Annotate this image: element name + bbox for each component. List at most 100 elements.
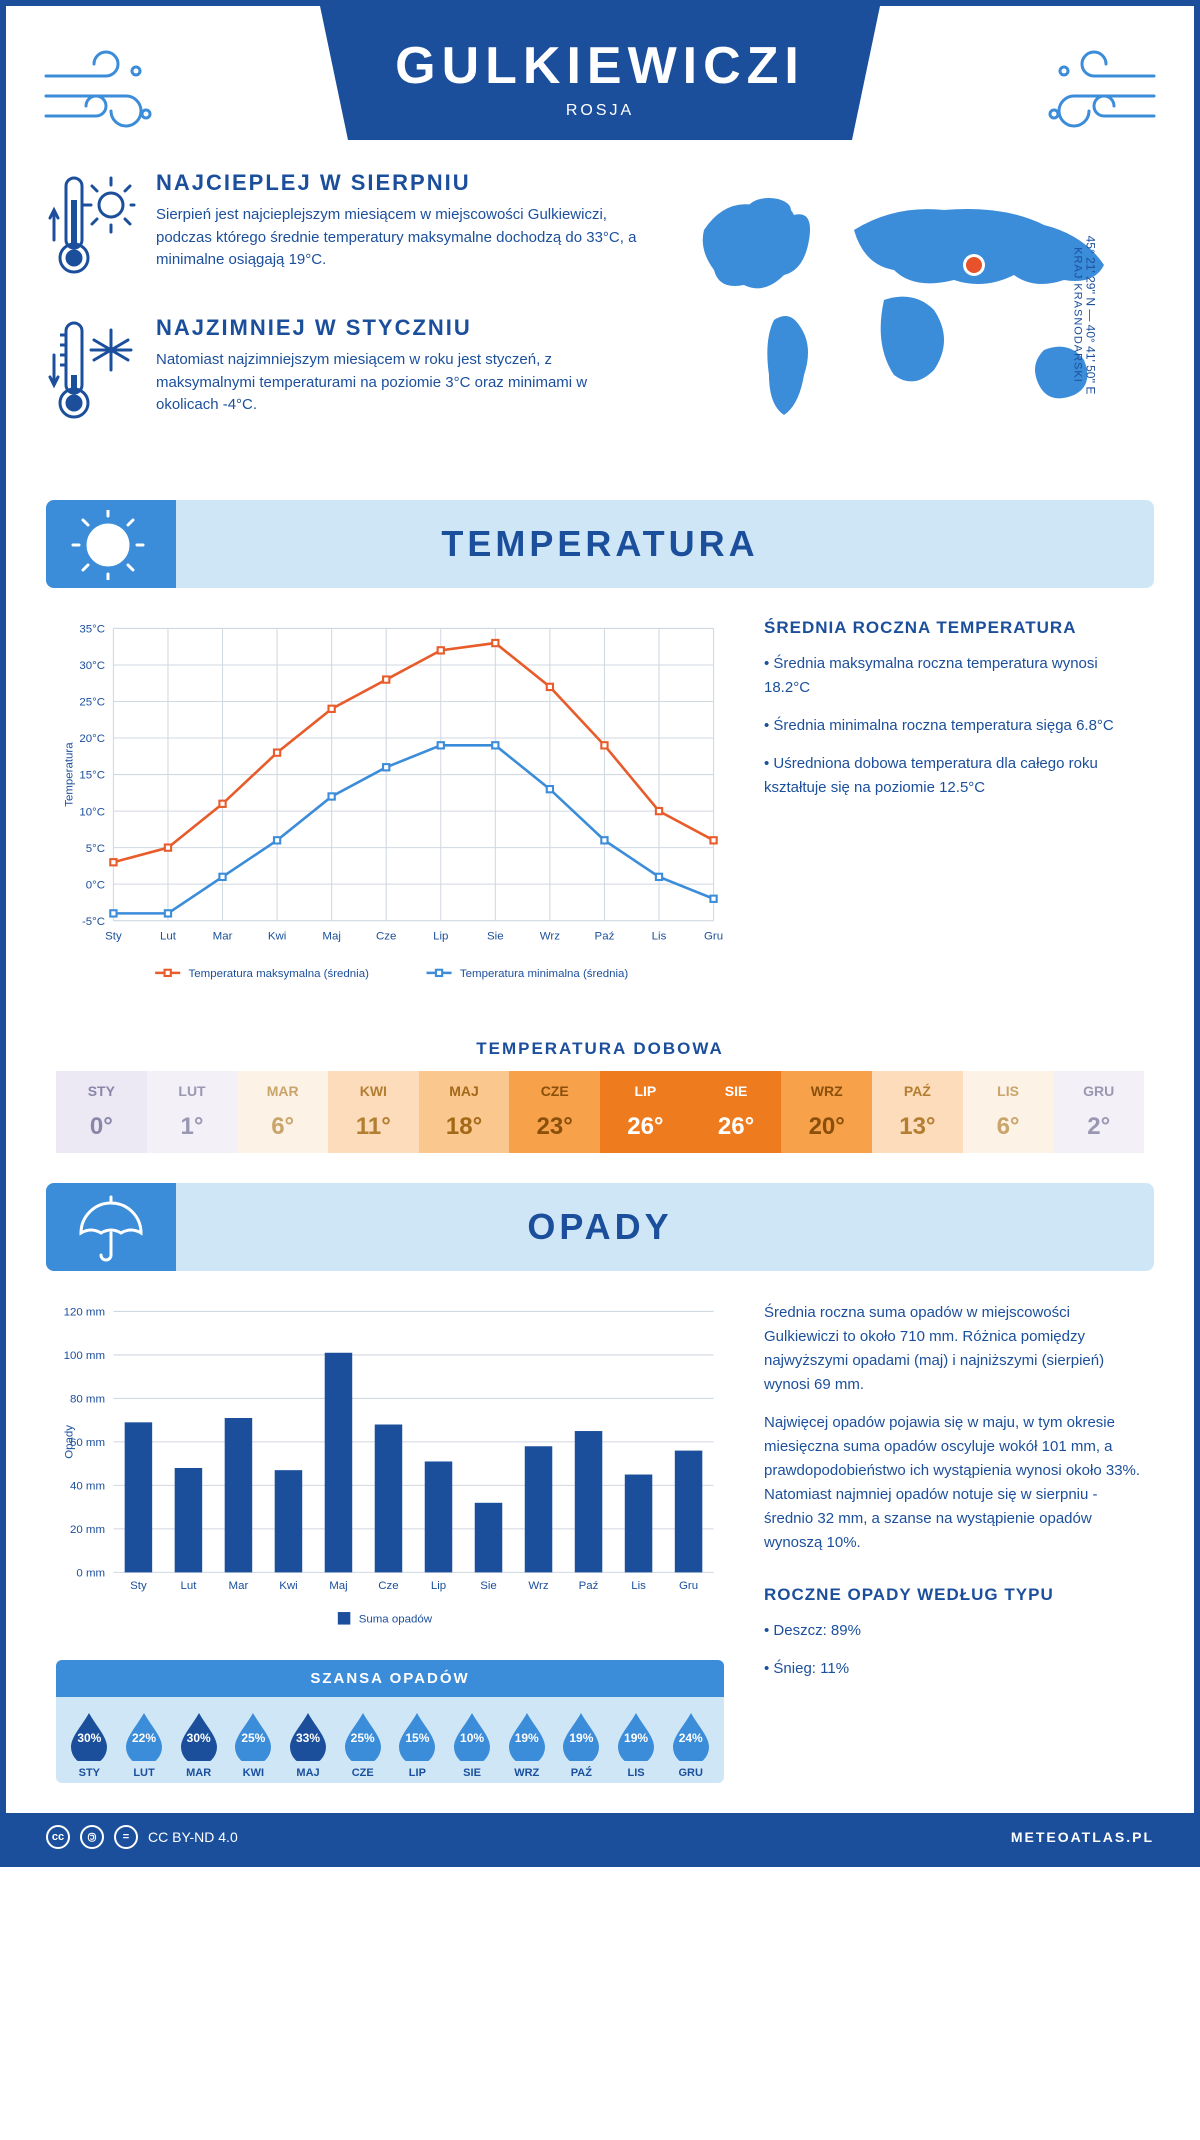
wind-decoration-left — [36, 46, 176, 146]
svg-text:20°C: 20°C — [79, 733, 105, 745]
precip-summary: Średnia roczna suma opadów w miejscowośc… — [764, 1301, 1144, 1783]
coordinates: 45° 21' 29'' N — 40° 41' 50'' E KRAJ KRA… — [1072, 236, 1098, 395]
temp-daily-cell: WRZ20° — [781, 1071, 872, 1153]
svg-text:Cze: Cze — [376, 930, 396, 942]
intro-left: NAJCIEPLEJ W SIERPNIU Sierpień jest najc… — [46, 170, 644, 460]
svg-text:Maj: Maj — [322, 930, 340, 942]
bytype-b1: • Deszcz: 89% — [764, 1619, 1144, 1643]
temp-daily-cell: MAJ18° — [419, 1071, 510, 1153]
temp-summary-b3: • Uśredniona dobowa temperatura dla całe… — [764, 752, 1144, 800]
chance-cell: 19%LIS — [609, 1711, 664, 1779]
temp-daily-cell: CZE23° — [509, 1071, 600, 1153]
temp-daily-cell: SIE26° — [691, 1071, 782, 1153]
temp-summary-b1: • Średnia maksymalna roczna temperatura … — [764, 652, 1144, 700]
svg-text:Sie: Sie — [487, 930, 504, 942]
nd-icon: = — [114, 1825, 138, 1849]
svg-text:Kwi: Kwi — [279, 1580, 297, 1592]
cold-title: NAJZIMNIEJ W STYCZNIU — [156, 315, 644, 341]
svg-text:Lut: Lut — [160, 930, 177, 942]
thermometer-cold-icon — [46, 315, 136, 430]
country-name: ROSJA — [320, 102, 880, 120]
svg-text:Temperatura maksymalna (średni: Temperatura maksymalna (średnia) — [189, 968, 370, 980]
license-text: CC BY-ND 4.0 — [148, 1829, 238, 1845]
hot-title: NAJCIEPLEJ W SIERPNIU — [156, 170, 644, 196]
temp-daily-cell: GRU2° — [1053, 1071, 1144, 1153]
hot-block: NAJCIEPLEJ W SIERPNIU Sierpień jest najc… — [46, 170, 644, 285]
chance-cell: 10%SIE — [445, 1711, 500, 1779]
bytype-b2: • Śnieg: 11% — [764, 1657, 1144, 1681]
chance-cell: 24%GRU — [663, 1711, 718, 1779]
svg-text:25°C: 25°C — [79, 697, 105, 709]
chance-heading: SZANSA OPADÓW — [56, 1660, 724, 1697]
svg-text:0 mm: 0 mm — [76, 1567, 105, 1579]
svg-text:Cze: Cze — [378, 1580, 398, 1592]
chance-cell: 30%MAR — [171, 1711, 226, 1779]
precip-section-title: OPADY — [527, 1206, 672, 1248]
temp-daily-row: STY0°LUT1°MAR6°KWI11°MAJ18°CZE23°LIP26°S… — [56, 1071, 1144, 1153]
temp-body: -5°C0°C5°C10°C15°C20°C25°C30°C35°CStyLut… — [6, 588, 1194, 1029]
svg-text:100 mm: 100 mm — [64, 1350, 105, 1362]
svg-text:Gru: Gru — [704, 930, 723, 942]
page: GULKIEWICZI ROSJA NAJCIEPLEJ W SIERPNIU … — [0, 0, 1200, 1867]
svg-text:Paź: Paź — [579, 1580, 599, 1592]
svg-text:Sty: Sty — [130, 1580, 147, 1592]
svg-text:-5°C: -5°C — [82, 916, 105, 928]
hot-desc: Sierpień jest najcieplejszym miesiącem w… — [156, 204, 644, 272]
svg-text:35°C: 35°C — [79, 624, 105, 636]
precip-left: 0 mm20 mm40 mm60 mm80 mm100 mm120 mmStyL… — [56, 1301, 724, 1783]
svg-text:80 mm: 80 mm — [70, 1393, 105, 1405]
chance-cell: 15%LIP — [390, 1711, 445, 1779]
svg-text:Sie: Sie — [480, 1580, 497, 1592]
cold-text: NAJZIMNIEJ W STYCZNIU Natomiast najzimni… — [156, 315, 644, 430]
temp-chart: -5°C0°C5°C10°C15°C20°C25°C30°C35°CStyLut… — [56, 618, 724, 999]
svg-text:Opady: Opady — [64, 1424, 76, 1458]
svg-text:Wrz: Wrz — [540, 930, 560, 942]
hot-text: NAJCIEPLEJ W SIERPNIU Sierpień jest najc… — [156, 170, 644, 285]
svg-text:Lis: Lis — [631, 1580, 646, 1592]
wind-decoration-right — [1024, 46, 1164, 146]
precip-p2: Najwięcej opadów pojawia się w maju, w t… — [764, 1411, 1144, 1555]
temp-daily-cell: MAR6° — [237, 1071, 328, 1153]
precip-section-header: OPADY — [46, 1183, 1154, 1271]
title-banner: GULKIEWICZI ROSJA — [320, 6, 880, 140]
svg-text:Sty: Sty — [105, 930, 122, 942]
svg-text:Mar: Mar — [229, 1580, 249, 1592]
temp-section-title: TEMPERATURA — [441, 523, 758, 565]
svg-text:Lis: Lis — [652, 930, 667, 942]
svg-text:Wrz: Wrz — [528, 1580, 548, 1592]
svg-text:Lut: Lut — [180, 1580, 197, 1592]
chance-cell: 19%PAŹ — [554, 1711, 609, 1779]
temp-daily-cell: PAŹ13° — [872, 1071, 963, 1153]
svg-text:5°C: 5°C — [86, 843, 105, 855]
bytype-heading: ROCZNE OPADY WEDŁUG TYPU — [764, 1585, 1144, 1605]
temp-daily-cell: LIP26° — [600, 1071, 691, 1153]
svg-text:10°C: 10°C — [79, 806, 105, 818]
temp-summary-heading: ŚREDNIA ROCZNA TEMPERATURA — [764, 618, 1144, 638]
svg-text:Gru: Gru — [679, 1580, 698, 1592]
svg-text:120 mm: 120 mm — [64, 1306, 105, 1318]
chance-block: SZANSA OPADÓW 30%STY22%LUT30%MAR25%KWI33… — [56, 1660, 724, 1783]
temp-daily-heading: TEMPERATURA DOBOWA — [56, 1039, 1144, 1059]
svg-text:20 mm: 20 mm — [70, 1524, 105, 1536]
temp-daily: TEMPERATURA DOBOWA STY0°LUT1°MAR6°KWI11°… — [56, 1039, 1144, 1153]
svg-text:Kwi: Kwi — [268, 930, 286, 942]
header: GULKIEWICZI ROSJA — [6, 6, 1194, 140]
svg-text:Temperatura minimalna (średnia: Temperatura minimalna (średnia) — [460, 968, 628, 980]
chance-cell: 33%MAJ — [281, 1711, 336, 1779]
precip-chart: 0 mm20 mm40 mm60 mm80 mm100 mm120 mmStyL… — [56, 1301, 724, 1635]
temp-summary-b2: • Średnia minimalna roczna temperatura s… — [764, 714, 1144, 738]
svg-text:Temperatura: Temperatura — [64, 742, 76, 807]
temp-daily-cell: STY0° — [56, 1071, 147, 1153]
svg-text:Paź: Paź — [595, 930, 615, 942]
coords-value: 45° 21' 29'' N — 40° 41' 50'' E — [1084, 236, 1098, 395]
cold-desc: Natomiast najzimniejszym miesiącem w rok… — [156, 349, 644, 417]
svg-text:Maj: Maj — [329, 1580, 347, 1592]
precip-p1: Średnia roczna suma opadów w miejscowośc… — [764, 1301, 1144, 1397]
map-block: 45° 21' 29'' N — 40° 41' 50'' E KRAJ KRA… — [674, 170, 1154, 460]
chance-cell: 22%LUT — [117, 1711, 172, 1779]
city-name: GULKIEWICZI — [320, 36, 880, 96]
intro-section: NAJCIEPLEJ W SIERPNIU Sierpień jest najc… — [6, 140, 1194, 480]
svg-text:30°C: 30°C — [79, 660, 105, 672]
sun-icon — [66, 510, 151, 580]
svg-text:Mar: Mar — [213, 930, 233, 942]
